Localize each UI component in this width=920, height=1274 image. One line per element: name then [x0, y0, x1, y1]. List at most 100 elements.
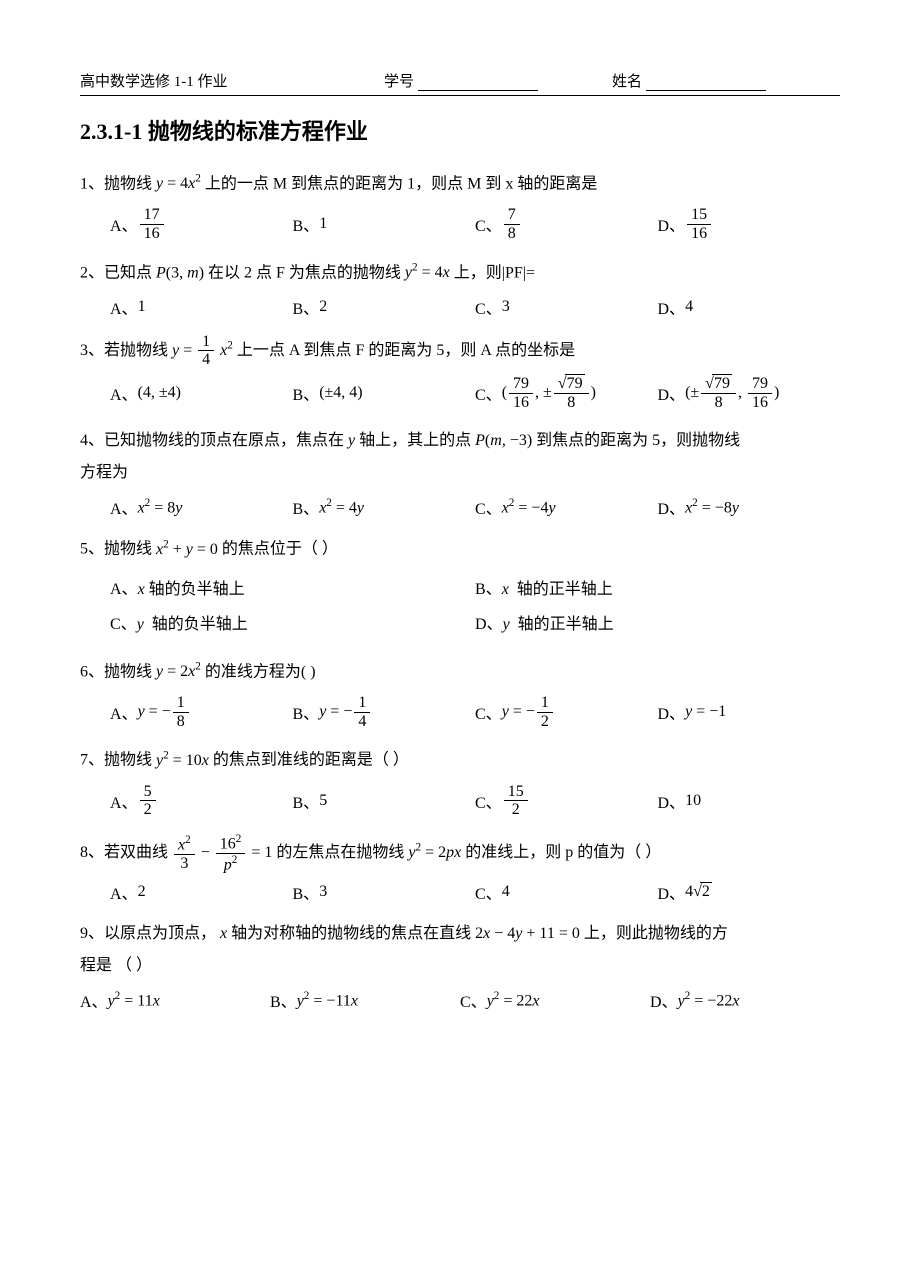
q5-opt-d[interactable]: D、y 轴的正半轴上	[475, 607, 840, 642]
q3-pre: 3、若抛物线	[80, 342, 172, 359]
q4-opt-b[interactable]: B、x2 = 4y	[293, 495, 476, 519]
q5-eq: x2 + y = 0	[156, 541, 218, 558]
q2-opt-a[interactable]: A、1	[110, 295, 293, 319]
q9-opt-b[interactable]: B、y2 = −11x	[270, 988, 460, 1012]
q9-post2: 程是 （ ）	[80, 957, 152, 974]
q7-opt-b[interactable]: B、5	[293, 783, 476, 819]
q4-stem: 4、已知抛物线的顶点在原点，焦点在 y 轴上，其上的点 P(m, −3) 到焦点…	[80, 425, 840, 489]
q2-opt-c[interactable]: C、3	[475, 295, 658, 319]
q5-a-val: x 轴的负半轴上	[138, 572, 245, 607]
student-name-label: 姓名	[612, 74, 642, 90]
q7-options: A、 52 B、5 C、 152 D、10	[110, 783, 840, 819]
q1-post: 上的一点 M 到焦点的距离为 1，则点 M 到 x 轴的距离是	[205, 175, 597, 192]
q8-pre: 8、若双曲线	[80, 844, 172, 861]
page-header: 高中数学选修 1-1 作业 学号 姓名	[80, 70, 840, 91]
q7-a-val: 52	[140, 783, 156, 819]
worksheet-title: 2.3.1-1 抛物线的标准方程作业	[80, 114, 840, 146]
q2-pre: 2、已知点	[80, 264, 156, 281]
q5-opt-c[interactable]: C、y 轴的负半轴上	[110, 607, 475, 642]
q9-opt-c[interactable]: C、y2 = 22x	[460, 988, 650, 1012]
header-divider	[80, 95, 840, 96]
q3-opt-b[interactable]: B、(±4, 4)	[293, 375, 476, 411]
q8-options: A、2 B、3 C、4 D、 4√2	[110, 880, 840, 904]
q2-opt-b[interactable]: B、2	[293, 295, 476, 319]
q9-opt-d[interactable]: D、y2 = −22x	[650, 988, 840, 1012]
q6-b-val: y = −14	[319, 694, 372, 730]
label-c: C、	[475, 212, 502, 236]
q7-eq: y2 = 10x	[156, 752, 209, 769]
q5-b-val: x 轴的正半轴上	[502, 572, 613, 607]
q1-opt-c[interactable]: C、 78	[475, 206, 658, 242]
q9-a-val: y2 = 11x	[108, 990, 160, 1010]
q8-post: 的准线上，则 p 的值为（ ）	[465, 844, 661, 861]
q2-options: A、1 B、2 C、3 D、4	[110, 295, 840, 319]
q1-opt-a[interactable]: A、 1716	[110, 206, 293, 242]
q1-a-frac: 1716	[140, 206, 164, 242]
q8-opt-c[interactable]: C、4	[475, 880, 658, 904]
q2-c-val: 3	[502, 298, 510, 316]
q4-b-val: x2 = 4y	[319, 497, 364, 517]
q9-eq: 2x − 4y + 11 = 0	[475, 925, 580, 942]
q7-opt-a[interactable]: A、 52	[110, 783, 293, 819]
q9-c-val: y2 = 22x	[487, 990, 540, 1010]
q5-stem: 5、抛物线 x2 + y = 0 的焦点位于（ ）	[80, 533, 840, 565]
header-name-label: 姓名	[612, 70, 840, 91]
q6-post: 的准线方程为( )	[205, 663, 316, 680]
q1-eq: y = 4x2	[156, 175, 201, 192]
q6-opt-d[interactable]: D、 y = −1	[658, 694, 841, 730]
q8-d-val: 4√2	[685, 883, 712, 901]
q5-options: A、x 轴的负半轴上 B、x 轴的正半轴上 C、y 轴的负半轴上 D、y 轴的正…	[110, 572, 840, 642]
q7-post: 的焦点到准线的距离是（ ）	[213, 752, 409, 769]
q7-opt-d[interactable]: D、10	[658, 783, 841, 819]
q4-P: P(m, −3)	[475, 432, 532, 449]
q3-opt-a[interactable]: A、(4, ±4)	[110, 375, 293, 411]
student-id-label: 学号	[384, 74, 414, 90]
q9-opt-a[interactable]: A、y2 = 11x	[80, 988, 270, 1012]
q9-post1: 上，则此抛物线的方	[584, 925, 728, 942]
header-id-label: 学号	[384, 70, 612, 91]
q6-opt-b[interactable]: B、 y = −14	[293, 694, 476, 730]
q5-opt-a[interactable]: A、x 轴的负半轴上	[110, 572, 475, 607]
q8-mid: 的左焦点在抛物线	[276, 844, 408, 861]
q1-options: A、 1716 B、1 C、 78 D、 1516	[110, 206, 840, 242]
q1-pre: 1、抛物线	[80, 175, 156, 192]
q6-options: A、 y = −18 B、 y = −14 C、 y = −12 D、 y = …	[110, 694, 840, 730]
q4-yaxis: y	[348, 432, 355, 449]
q3-stem: 3、若抛物线 y = 14 x2 上一点 A 到焦点 F 的距离为 5，则 A …	[80, 333, 840, 369]
q8-stem: 8、若双曲线 x23 − 162p2 = 1 的左焦点在抛物线 y2 = 2px…	[80, 833, 840, 874]
q1-stem: 1、抛物线 y = 4x2 上的一点 M 到焦点的距离为 1，则点 M 到 x …	[80, 168, 840, 200]
q1-opt-d[interactable]: D、 1516	[658, 206, 841, 242]
q7-pre: 7、抛物线	[80, 752, 156, 769]
q7-stem: 7、抛物线 y2 = 10x 的焦点到准线的距离是（ ）	[80, 744, 840, 776]
q4-opt-d[interactable]: D、x2 = −8y	[658, 495, 841, 519]
q7-d-val: 10	[685, 792, 701, 810]
q6-eq: y = 2x2	[156, 663, 201, 680]
q6-c-val: y = −12	[502, 694, 555, 730]
q2-a-val: 1	[138, 298, 146, 316]
student-name-blank[interactable]	[646, 75, 766, 91]
q8-opt-a[interactable]: A、2	[110, 880, 293, 904]
q8-eq1: x23 − 162p2 = 1	[172, 844, 276, 861]
q7-b-val: 5	[319, 792, 327, 810]
q3-opt-c[interactable]: C、 (7916, ±√798)	[475, 375, 658, 411]
q2-opt-d[interactable]: D、4	[658, 295, 841, 319]
q1-opt-b[interactable]: B、1	[293, 206, 476, 242]
q6-opt-c[interactable]: C、 y = −12	[475, 694, 658, 730]
q7-opt-c[interactable]: C、 152	[475, 783, 658, 819]
q9-b-val: y2 = −11x	[297, 990, 358, 1010]
q6-opt-a[interactable]: A、 y = −18	[110, 694, 293, 730]
q8-opt-d[interactable]: D、 4√2	[658, 880, 841, 904]
q2-stem: 2、已知点 P(3, m) 在以 2 点 F 为焦点的抛物线 y2 = 4x 上…	[80, 257, 840, 289]
q9-pre: 9、以原点为顶点，	[80, 925, 220, 942]
q8-opt-b[interactable]: B、3	[293, 880, 476, 904]
q3-opt-d[interactable]: D、 (±√798, 7916)	[658, 375, 841, 411]
q2-mid: 在以 2 点 F 为焦点的抛物线	[208, 264, 405, 281]
q3-eq: y = 14 x2	[172, 342, 233, 359]
student-id-blank[interactable]	[418, 75, 538, 91]
q5-opt-b[interactable]: B、x 轴的正半轴上	[475, 572, 840, 607]
q4-opt-c[interactable]: C、x2 = −4y	[475, 495, 658, 519]
q5-c-val: y 轴的负半轴上	[137, 607, 248, 642]
q1-c-frac: 78	[504, 206, 520, 242]
page: 高中数学选修 1-1 作业 学号 姓名 2.3.1-1 抛物线的标准方程作业 1…	[0, 0, 920, 1066]
q4-opt-a[interactable]: A、x2 = 8y	[110, 495, 293, 519]
